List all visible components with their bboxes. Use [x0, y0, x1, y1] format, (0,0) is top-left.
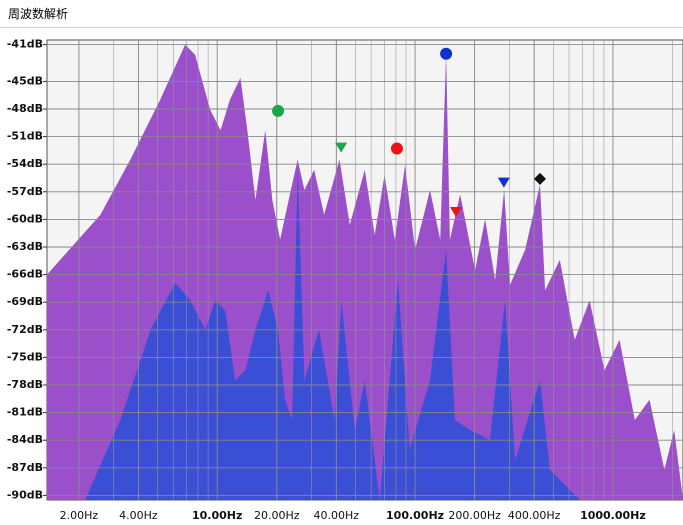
- y-tick-label: -78dB: [7, 378, 43, 391]
- y-tick-label: -90dB: [7, 488, 43, 501]
- x-tick-label: 100.00Hz: [386, 509, 444, 522]
- x-tick-label: 1000.00Hz: [580, 509, 646, 522]
- marker: [335, 142, 348, 153]
- y-tick-label: -66dB: [7, 268, 43, 281]
- marker: [449, 207, 462, 218]
- x-tick-label: 2.00Hz: [60, 509, 99, 522]
- marker: [534, 172, 547, 185]
- y-tick-label: -57dB: [7, 185, 43, 198]
- x-tick-label: 20.00Hz: [254, 509, 300, 522]
- y-tick-label: -87dB: [7, 461, 43, 474]
- chart: 2.00Hz 4.00Hz 10.00Hz 20.00Hz 40.00Hz 100.00H…: [7, 38, 683, 522]
- spectrum-area: [85, 169, 580, 500]
- marker: [440, 47, 453, 60]
- x-tick-label: 40.00Hz: [314, 509, 360, 522]
- window-title: 周波数解析: [0, 0, 683, 28]
- y-tick-label: -72dB: [7, 323, 43, 336]
- marker: [272, 104, 285, 117]
- y-tick-label: -41dB: [7, 38, 43, 51]
- y-tick-label: -84dB: [7, 433, 43, 446]
- x-tick-label: 4.00Hz: [119, 509, 158, 522]
- y-tick-label: -51dB: [7, 130, 43, 143]
- y-tick-label: -69dB: [7, 295, 43, 308]
- marker: [390, 142, 403, 155]
- marker: [497, 177, 510, 188]
- x-tick-label: 400.00Hz: [508, 509, 561, 522]
- x-tick-label: 10.00Hz: [192, 509, 242, 522]
- x-tick-label: 200.00Hz: [448, 509, 501, 522]
- y-tick-label: -45dB: [7, 74, 43, 87]
- y-tick-label: -81dB: [7, 406, 43, 419]
- y-tick-label: -60dB: [7, 212, 43, 225]
- y-tick-label: -54dB: [7, 157, 43, 170]
- y-tick-label: -48dB: [7, 102, 43, 115]
- y-tick-label: -75dB: [7, 350, 43, 363]
- y-tick-label: -63dB: [7, 240, 43, 253]
